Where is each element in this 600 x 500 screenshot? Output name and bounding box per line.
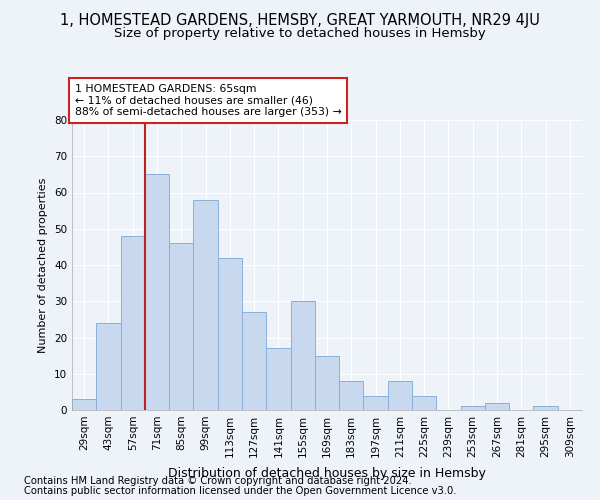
Bar	[96, 323, 121, 410]
Bar	[339, 381, 364, 410]
Bar	[169, 244, 193, 410]
Bar	[218, 258, 242, 410]
Bar	[485, 403, 509, 410]
Bar	[533, 406, 558, 410]
Bar	[145, 174, 169, 410]
Y-axis label: Number of detached properties: Number of detached properties	[38, 178, 49, 352]
Bar	[242, 312, 266, 410]
Text: 1, HOMESTEAD GARDENS, HEMSBY, GREAT YARMOUTH, NR29 4JU: 1, HOMESTEAD GARDENS, HEMSBY, GREAT YARM…	[60, 12, 540, 28]
Bar	[72, 399, 96, 410]
Bar	[412, 396, 436, 410]
Text: 1 HOMESTEAD GARDENS: 65sqm
← 11% of detached houses are smaller (46)
88% of semi: 1 HOMESTEAD GARDENS: 65sqm ← 11% of deta…	[74, 84, 341, 117]
Text: Distribution of detached houses by size in Hemsby: Distribution of detached houses by size …	[168, 468, 486, 480]
Text: Contains public sector information licensed under the Open Government Licence v3: Contains public sector information licen…	[24, 486, 457, 496]
Bar	[193, 200, 218, 410]
Bar	[364, 396, 388, 410]
Bar	[315, 356, 339, 410]
Bar	[290, 301, 315, 410]
Bar	[461, 406, 485, 410]
Bar	[388, 381, 412, 410]
Text: Size of property relative to detached houses in Hemsby: Size of property relative to detached ho…	[114, 28, 486, 40]
Bar	[266, 348, 290, 410]
Text: Contains HM Land Registry data © Crown copyright and database right 2024.: Contains HM Land Registry data © Crown c…	[24, 476, 412, 486]
Bar	[121, 236, 145, 410]
